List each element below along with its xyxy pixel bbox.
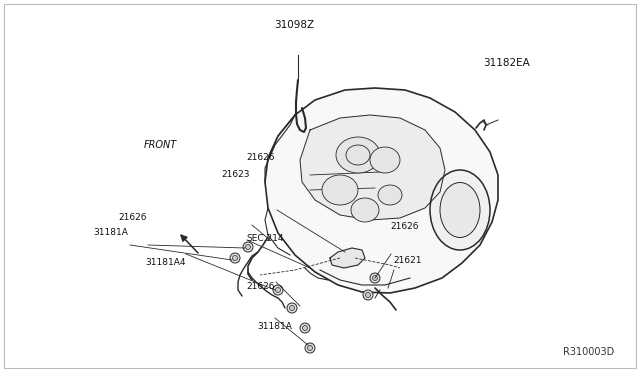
Polygon shape bbox=[330, 248, 365, 268]
Circle shape bbox=[232, 256, 237, 260]
Text: 21623: 21623 bbox=[221, 170, 250, 179]
Circle shape bbox=[275, 288, 280, 292]
Ellipse shape bbox=[346, 145, 370, 165]
Polygon shape bbox=[300, 115, 445, 220]
Text: 31181A4: 31181A4 bbox=[145, 258, 186, 267]
Text: SEC.214: SEC.214 bbox=[246, 234, 284, 243]
Circle shape bbox=[370, 273, 380, 283]
Ellipse shape bbox=[336, 137, 380, 173]
Text: 31181A: 31181A bbox=[93, 228, 128, 237]
Circle shape bbox=[365, 292, 371, 298]
Ellipse shape bbox=[440, 183, 480, 237]
Circle shape bbox=[300, 323, 310, 333]
Circle shape bbox=[289, 305, 294, 311]
Text: 21626: 21626 bbox=[390, 222, 419, 231]
Circle shape bbox=[243, 242, 253, 252]
Circle shape bbox=[307, 346, 312, 350]
Ellipse shape bbox=[430, 170, 490, 250]
Text: FRONT: FRONT bbox=[144, 140, 177, 150]
Polygon shape bbox=[265, 88, 498, 293]
Circle shape bbox=[372, 276, 378, 280]
Circle shape bbox=[246, 244, 250, 250]
Circle shape bbox=[230, 253, 240, 263]
Circle shape bbox=[303, 326, 307, 330]
Ellipse shape bbox=[378, 185, 402, 205]
Text: 31098Z: 31098Z bbox=[275, 20, 314, 30]
Circle shape bbox=[273, 285, 283, 295]
Text: 21626: 21626 bbox=[118, 213, 147, 222]
Ellipse shape bbox=[351, 198, 379, 222]
Text: 31181A: 31181A bbox=[258, 322, 292, 331]
Text: 31182EA: 31182EA bbox=[483, 58, 530, 68]
Text: 21626: 21626 bbox=[246, 282, 275, 291]
Ellipse shape bbox=[370, 147, 400, 173]
Circle shape bbox=[305, 343, 315, 353]
Text: R310003D: R310003D bbox=[563, 347, 614, 357]
Circle shape bbox=[287, 303, 297, 313]
Ellipse shape bbox=[322, 175, 358, 205]
Text: 21621: 21621 bbox=[394, 256, 422, 265]
Circle shape bbox=[363, 290, 373, 300]
Text: 21626: 21626 bbox=[246, 153, 275, 162]
